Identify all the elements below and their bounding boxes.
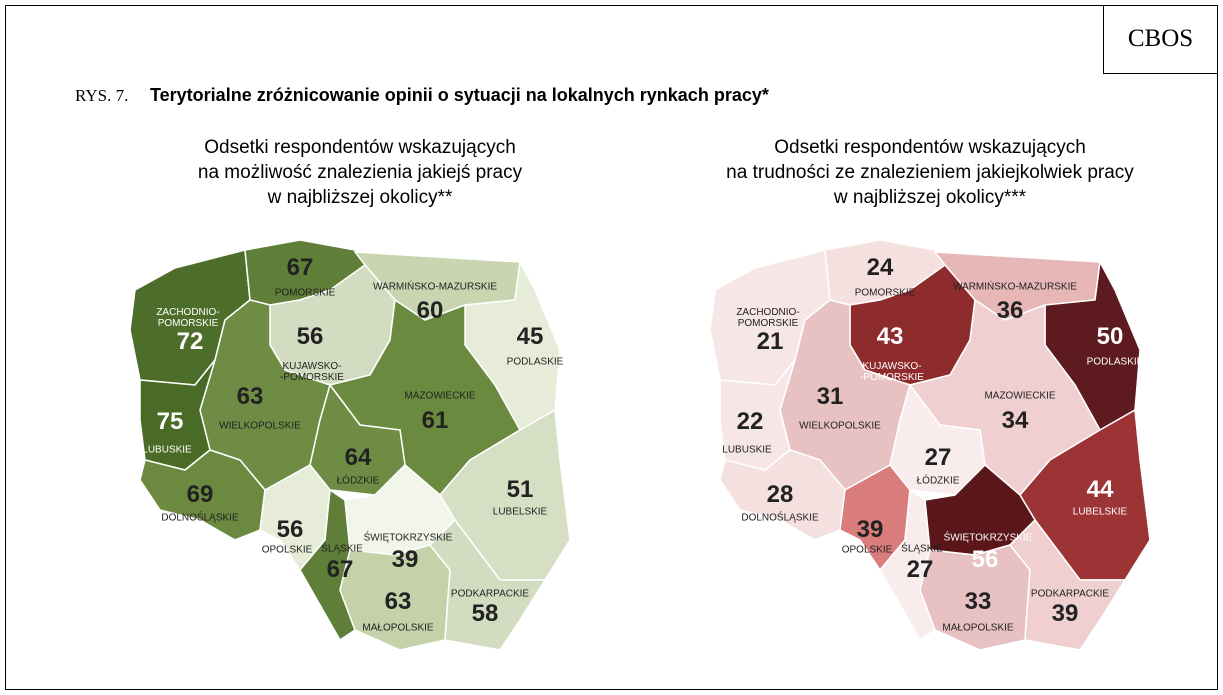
- region-name: ŚWIĘTOKRZYSKIE: [363, 532, 453, 544]
- region-name: OPOLSKIE: [261, 544, 313, 556]
- region-name: ŁÓDZKIE: [336, 475, 380, 487]
- map-subtitle: Odsetki respondentów wskazujących na tru…: [726, 137, 1134, 208]
- region-name: MAŁOPOLSKIE: [362, 622, 434, 634]
- source-box: CBOS: [1103, 5, 1217, 74]
- region-value: 67: [326, 556, 354, 583]
- region-value: 27: [924, 444, 952, 471]
- region-value: 44: [1086, 476, 1114, 503]
- region-value: 61: [421, 407, 449, 434]
- region-name: WIELKOPOLSKIE: [799, 420, 881, 432]
- region-value: 31: [816, 383, 844, 410]
- region-name: LUBELSKIE: [1072, 506, 1128, 518]
- region-value: 36: [996, 297, 1024, 324]
- region-value: 56: [296, 323, 324, 350]
- region-name: KUJAWSKO- -POMORSKIE: [280, 361, 344, 383]
- region: [1008, 518, 1127, 651]
- region-name: DOLNOŚLĄSKIE: [161, 512, 239, 524]
- region-value: 21: [756, 328, 784, 355]
- region-value: 63: [384, 588, 412, 615]
- region-value: 75: [156, 408, 184, 435]
- region-name: PODLASKIE: [1086, 356, 1144, 368]
- region-name: PODKARPACKIE: [1030, 588, 1110, 600]
- region-name: LUBELSKIE: [492, 506, 548, 518]
- region-name: LUBUSKIE: [722, 444, 772, 456]
- figure-number: RYS. 7.: [75, 86, 129, 105]
- region-name: OPOLSKIE: [841, 544, 893, 556]
- region-value: 27: [906, 556, 934, 583]
- region-value: 43: [876, 323, 904, 350]
- region-value: 33: [964, 588, 992, 615]
- region-name: WIELKOPOLSKIE: [219, 420, 301, 432]
- region-name: ŚWIĘTOKRZYSKIE: [943, 532, 1033, 544]
- region-value: 51: [506, 476, 534, 503]
- region-name: POMORSKIE: [274, 287, 336, 299]
- region-name: LUBUSKIE: [142, 444, 192, 456]
- region-name: POMORSKIE: [854, 287, 916, 299]
- region-name: ŚLĄSKIE: [321, 543, 363, 555]
- region-value: 34: [1001, 407, 1029, 434]
- region-value: 39: [856, 516, 884, 543]
- region-value: 60: [416, 297, 444, 324]
- region-value: 39: [391, 546, 419, 573]
- region-value: 67: [286, 254, 314, 281]
- region-name: ŚLĄSKIE: [901, 543, 943, 555]
- region-value: 45: [516, 323, 544, 350]
- figure-title: Terytorialne zróżnicowanie opinii o sytu…: [150, 85, 769, 105]
- region-value: 22: [736, 408, 764, 435]
- region-name: PODKARPACKIE: [450, 588, 530, 600]
- region-name: MAZOWIECKIE: [984, 390, 1056, 402]
- region-name: WARMIŃSKO-MAZURSKIE: [372, 281, 498, 293]
- region-value: 56: [276, 516, 304, 543]
- region-value: 69: [186, 481, 214, 508]
- region-name: PODLASKIE: [506, 356, 564, 368]
- region-name: ZACHODNIO- POMORSKIE: [736, 307, 800, 329]
- region-name: WARMIŃSKO-MAZURSKIE: [952, 281, 1078, 293]
- region-name: ŁÓDZKIE: [916, 475, 960, 487]
- region-name: MAZOWIECKIE: [404, 390, 476, 402]
- region-name: KUJAWSKO- -POMORSKIE: [860, 361, 924, 383]
- region-name: MAŁOPOLSKIE: [942, 622, 1014, 634]
- map-subtitle: Odsetki respondentów wskazujących na moż…: [197, 137, 523, 208]
- region: [428, 518, 547, 651]
- region-value: 39: [1051, 600, 1079, 627]
- region-value: 24: [866, 254, 894, 281]
- region-value: 72: [176, 328, 204, 355]
- frame: [5, 5, 1218, 690]
- region-value: 56: [971, 546, 999, 573]
- region-name: ZACHODNIO- POMORSKIE: [156, 307, 220, 329]
- region-value: 64: [344, 444, 372, 471]
- region-name: DOLNOŚLĄSKIE: [741, 512, 819, 524]
- region-value: 28: [766, 481, 794, 508]
- region-value: 50: [1096, 323, 1124, 350]
- region-value: 63: [236, 383, 264, 410]
- region-value: 58: [471, 600, 499, 627]
